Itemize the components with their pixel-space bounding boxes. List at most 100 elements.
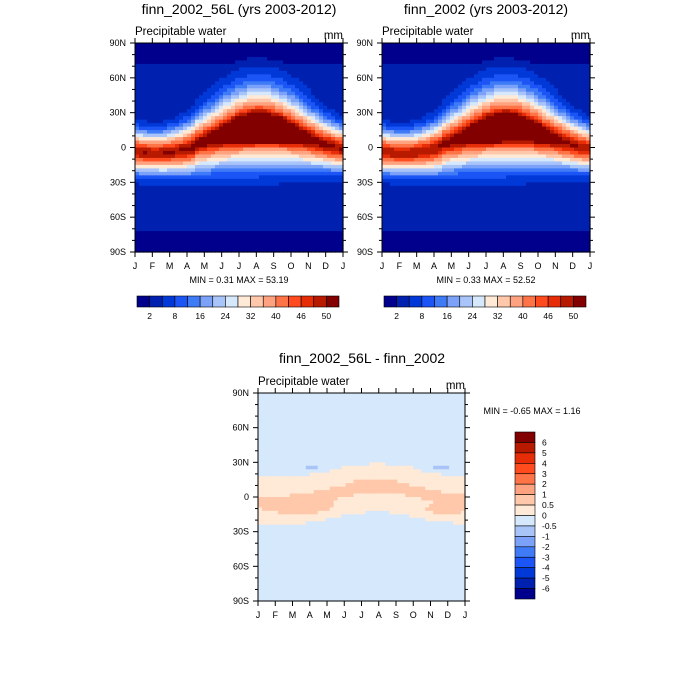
field-cell [243, 91, 248, 96]
field-cell [211, 144, 216, 149]
field-cell [239, 95, 244, 100]
field-cell [506, 43, 511, 48]
field-cell [382, 91, 387, 96]
field-cell [398, 63, 403, 68]
field-cell [299, 245, 304, 250]
field-cell [215, 109, 220, 114]
field-cell [490, 150, 495, 156]
field-cell [199, 63, 204, 68]
field-cell [426, 123, 431, 128]
field-cell [227, 227, 232, 232]
field-cell [187, 189, 192, 194]
field-cell [175, 217, 180, 222]
field-cell [243, 245, 248, 250]
field-cell [143, 185, 148, 190]
field-cell [402, 147, 407, 152]
field-cell [578, 43, 583, 48]
field-cell [323, 70, 328, 75]
field-cell [175, 241, 180, 246]
field-cell [530, 133, 535, 138]
field-cell [538, 157, 543, 163]
field-cell [502, 49, 507, 55]
field-cell [199, 84, 204, 89]
field-cell [490, 77, 495, 82]
field-cell [514, 126, 519, 131]
field-cell [207, 178, 212, 183]
field-cell [382, 98, 387, 103]
field-cell [582, 95, 587, 100]
field-cell [303, 168, 308, 173]
field-cell [159, 130, 164, 135]
field-cell [518, 84, 523, 89]
field-cell [151, 109, 156, 114]
field-cell [287, 67, 292, 72]
field-cell [159, 150, 164, 156]
field-cell [295, 49, 300, 55]
field-cell [295, 144, 300, 149]
field-cell [291, 77, 296, 82]
field-cell [323, 210, 328, 215]
field-cell [414, 98, 419, 103]
field-cell [474, 116, 479, 121]
field-cell [239, 206, 244, 211]
field-cell [247, 84, 252, 89]
field-cell [231, 123, 236, 128]
field-cell [331, 203, 336, 208]
field-cell [263, 140, 268, 145]
field-cell [303, 49, 308, 55]
field-cell [191, 102, 196, 107]
field-cell [534, 133, 539, 138]
field-cell [546, 67, 551, 72]
field-cell [175, 161, 180, 166]
field-cell [291, 150, 296, 156]
field-cell [167, 116, 172, 121]
field-cell [159, 63, 164, 68]
field-cell [207, 248, 212, 253]
field-cell [478, 49, 483, 55]
field-cell [271, 84, 276, 89]
field-cell [562, 70, 567, 75]
field-cell [143, 196, 148, 201]
field-cell [386, 144, 391, 149]
field-cell [247, 238, 252, 243]
field-cell [466, 88, 471, 93]
field-cell [195, 234, 200, 239]
field-cell [315, 196, 320, 201]
field-cell [199, 248, 204, 253]
field-cell [275, 210, 280, 215]
field-cell [155, 210, 160, 215]
field-cell [542, 81, 547, 86]
field-cell [406, 147, 411, 152]
field-cell [215, 220, 220, 225]
field-cell [275, 144, 280, 149]
y-tick-label: 60N [109, 73, 126, 83]
field-cell [243, 116, 248, 121]
field-cell [151, 63, 156, 68]
field-cell [574, 109, 579, 114]
field-cell [267, 175, 272, 180]
field-cell [207, 109, 212, 114]
field-cell [247, 217, 252, 222]
field-cell [211, 164, 216, 169]
field-cell [243, 102, 248, 107]
field-cell [446, 98, 451, 103]
field-cell [319, 137, 324, 142]
field-cell [255, 109, 260, 114]
field-cell [522, 74, 527, 79]
field-cell [243, 161, 248, 166]
field-cell [139, 241, 144, 246]
field-cell [578, 137, 583, 142]
field-cell [586, 133, 591, 138]
field-cell [235, 112, 240, 117]
field-cell [470, 137, 475, 142]
field-cell [287, 60, 292, 65]
field-cell [155, 206, 160, 211]
field-cell [482, 81, 487, 86]
field-cell [478, 77, 483, 82]
field-cell [498, 157, 503, 163]
field-cell [287, 238, 292, 243]
field-cell [147, 199, 152, 204]
field-cell [255, 203, 260, 208]
field-cell [275, 112, 280, 117]
field-cell [311, 123, 316, 128]
